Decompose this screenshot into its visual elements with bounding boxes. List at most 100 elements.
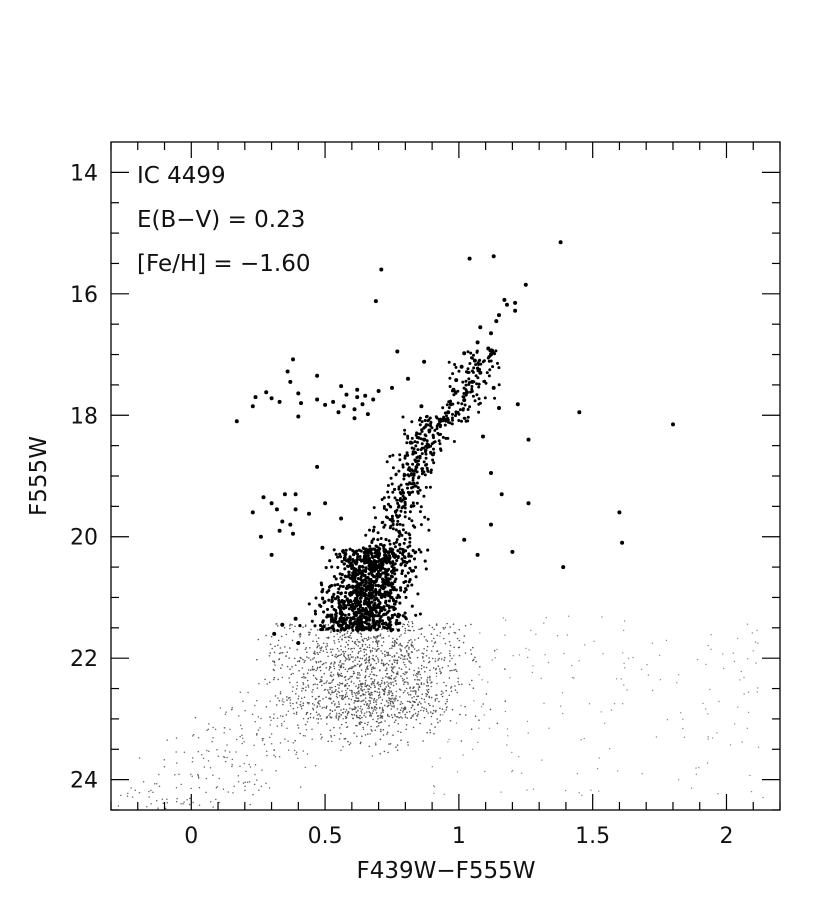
faint-star xyxy=(334,655,336,658)
faint-star xyxy=(478,674,480,676)
faint-star xyxy=(512,769,514,772)
subgiant-star xyxy=(355,584,359,589)
faint-star xyxy=(359,707,361,710)
faint-star xyxy=(375,744,377,746)
faint-star xyxy=(535,633,537,635)
faint-star xyxy=(329,688,331,690)
giant-star xyxy=(486,356,490,360)
faint-star xyxy=(368,658,371,661)
faint-star xyxy=(322,650,325,652)
subgiant-star xyxy=(343,556,347,560)
faint-star xyxy=(333,734,336,737)
giant-star xyxy=(393,545,397,549)
faint-star xyxy=(365,691,367,694)
faint-star xyxy=(330,630,332,632)
faint-star xyxy=(386,714,389,717)
faint-star xyxy=(163,766,166,768)
giant-star xyxy=(372,559,376,563)
faint-star xyxy=(289,681,291,684)
faint-star xyxy=(405,645,408,648)
faint-star xyxy=(442,692,444,694)
faint-star xyxy=(276,725,279,727)
faint-star xyxy=(331,691,333,694)
subgiant-star xyxy=(347,602,351,606)
faint-star xyxy=(289,668,291,670)
faint-star xyxy=(325,705,328,708)
faint-star xyxy=(339,727,341,729)
faint-star xyxy=(306,656,308,658)
faint-star xyxy=(262,737,265,740)
faint-star xyxy=(456,691,459,694)
faint-star xyxy=(747,711,750,714)
faint-star xyxy=(453,655,455,657)
faint-star xyxy=(176,762,178,764)
faint-star xyxy=(444,702,447,705)
subgiant-star xyxy=(418,612,422,616)
data-point xyxy=(269,501,274,506)
subgiant-star xyxy=(367,628,371,632)
faint-star xyxy=(368,704,371,706)
faint-star xyxy=(365,711,368,713)
giant-star xyxy=(376,531,380,535)
faint-star xyxy=(435,672,438,674)
faint-star xyxy=(400,654,403,656)
faint-star xyxy=(423,660,425,662)
faint-star xyxy=(340,666,342,669)
faint-star xyxy=(430,633,433,635)
faint-star xyxy=(239,724,242,727)
giant-star xyxy=(407,517,411,521)
giant-star xyxy=(424,448,428,452)
giant-star xyxy=(414,484,418,488)
faint-star xyxy=(356,697,358,699)
faint-star xyxy=(435,675,438,677)
faint-star xyxy=(755,662,757,664)
faint-star xyxy=(311,691,313,693)
faint-star xyxy=(432,645,434,648)
faint-star xyxy=(411,625,414,628)
faint-star xyxy=(380,712,383,714)
faint-star xyxy=(359,657,362,660)
faint-star xyxy=(391,697,393,699)
subgiant-star xyxy=(387,609,391,613)
faint-star xyxy=(265,782,267,784)
faint-star xyxy=(286,727,288,730)
faint-star xyxy=(175,800,178,803)
faint-star xyxy=(316,678,318,681)
giant-star xyxy=(391,527,395,531)
faint-star xyxy=(357,656,359,659)
giant-star xyxy=(391,490,395,494)
faint-star xyxy=(316,687,319,689)
giant-star xyxy=(418,488,422,492)
faint-star xyxy=(355,643,358,646)
subgiant-star xyxy=(332,574,336,579)
faint-star xyxy=(396,716,398,718)
giant-star xyxy=(485,371,489,375)
faint-star xyxy=(353,732,355,734)
faint-star xyxy=(311,668,314,670)
subgiant-star xyxy=(384,599,388,603)
faint-star xyxy=(215,798,217,801)
faint-star xyxy=(372,667,375,670)
faint-star xyxy=(283,701,285,703)
faint-star xyxy=(166,739,168,741)
giant-star xyxy=(364,533,368,537)
faint-star xyxy=(261,737,263,740)
faint-star xyxy=(333,640,335,642)
faint-star xyxy=(339,660,342,662)
faint-star xyxy=(381,677,384,679)
faint-star xyxy=(364,676,367,678)
faint-star xyxy=(419,673,422,676)
faint-star xyxy=(386,681,388,683)
faint-star xyxy=(381,707,384,709)
giant-star xyxy=(454,365,458,369)
faint-star xyxy=(117,805,120,807)
faint-star xyxy=(359,674,361,676)
faint-star xyxy=(390,669,393,672)
giant-star xyxy=(457,419,461,422)
faint-star xyxy=(451,708,454,711)
faint-star xyxy=(393,655,396,658)
faint-star xyxy=(226,744,228,746)
faint-star xyxy=(412,690,414,692)
faint-star xyxy=(319,651,321,654)
faint-star xyxy=(287,710,290,712)
